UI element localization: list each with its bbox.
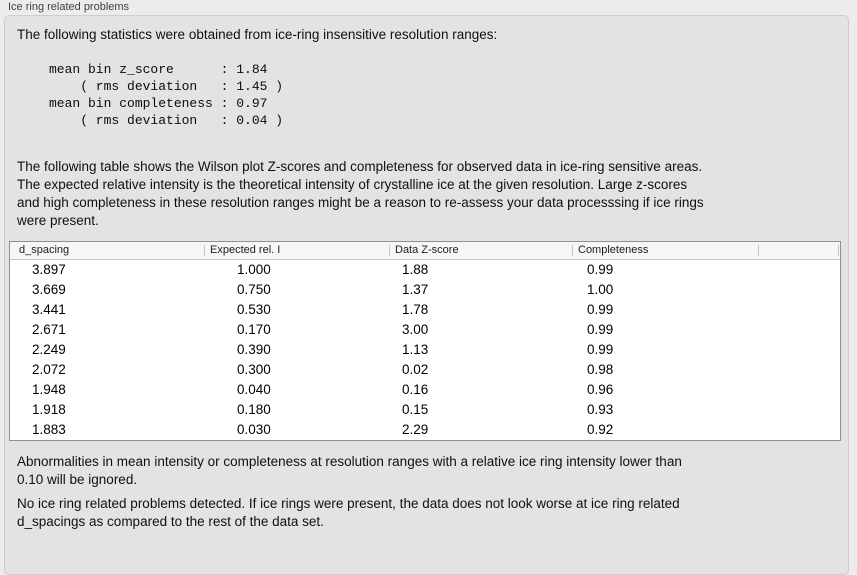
table-cell: 3.00 (402, 322, 429, 337)
table-row[interactable]: 1.883 0.030 2.29 0.92 (10, 420, 840, 440)
table-cell: 3.441 (32, 302, 66, 317)
table-cell: 0.99 (587, 322, 614, 337)
table-cell: 3.897 (32, 262, 66, 277)
table-cell: 3.669 (32, 282, 66, 297)
table-caption-text: The following table shows the Wilson plo… (17, 159, 704, 228)
table-cell: 2.249 (32, 342, 66, 357)
table-cell: 0.030 (237, 422, 271, 437)
column-header[interactable] (838, 242, 844, 259)
table-body: 3.897 1.000 1.88 0.99 3.669 0.750 1.37 1.00 3.44… (10, 260, 840, 440)
table-cell: 0.99 (587, 302, 614, 317)
table-cell: 0.750 (237, 282, 271, 297)
table-row[interactable]: 3.441 0.530 1.78 0.99 (10, 300, 840, 320)
table-row[interactable]: 1.948 0.040 0.16 0.96 (10, 380, 840, 400)
table-cell: 0.92 (587, 422, 614, 437)
table-cell: 0.99 (587, 262, 614, 277)
table-cell: 0.96 (587, 382, 614, 397)
stats-summary-block: mean bin z_score : 1.84 ( rms deviation … (49, 62, 284, 128)
table-cell: 0.170 (237, 322, 271, 337)
table-cell: 1.000 (237, 262, 271, 277)
panel-title: Ice ring related problems (8, 1, 130, 13)
table-row[interactable]: 3.669 0.750 1.37 1.00 (10, 280, 840, 300)
ice-ring-table: d_spacing Expected rel. I Data Z-score Comp… (9, 241, 841, 441)
table-cell: 0.300 (237, 362, 271, 377)
table-cell: 0.390 (237, 342, 271, 357)
ignore-note-text: Abnormalities in mean intensity or compl… (17, 454, 682, 487)
table-cell: 0.99 (587, 342, 614, 357)
table-cell: 1.883 (32, 422, 66, 437)
table-row[interactable]: 2.249 0.390 1.13 0.99 (10, 340, 840, 360)
table-cell: 2.671 (32, 322, 66, 337)
column-header[interactable]: Expected rel. I (204, 242, 389, 259)
ice-ring-panel: The following statistics were obtained f… (4, 15, 849, 575)
table-row[interactable]: 3.897 1.000 1.88 0.99 (10, 260, 840, 280)
intro-text: The following statistics were obtained f… (17, 27, 498, 42)
table-cell: 2.072 (32, 362, 66, 377)
table-row[interactable]: 2.671 0.170 3.00 0.99 (10, 320, 840, 340)
column-header[interactable] (758, 242, 838, 259)
table-cell: 1.13 (402, 342, 429, 357)
table-cell: 1.37 (402, 282, 429, 297)
table-cell: 0.15 (402, 402, 429, 417)
table-cell: 0.93 (587, 402, 614, 417)
table-cell: 1.918 (32, 402, 66, 417)
table-header-row: d_spacing Expected rel. I Data Z-score Comp… (10, 242, 840, 260)
table-cell: 1.88 (402, 262, 429, 277)
column-header[interactable]: d_spacing (19, 244, 70, 256)
table-row[interactable]: 1.918 0.180 0.15 0.93 (10, 400, 840, 420)
conclusion-text: No ice ring related problems detected. I… (17, 496, 680, 529)
table-cell: 1.00 (587, 282, 614, 297)
column-header[interactable]: Data Z-score (389, 242, 572, 259)
table-cell: 0.98 (587, 362, 614, 377)
table-cell: 0.02 (402, 362, 429, 377)
table-cell: 0.16 (402, 382, 429, 397)
table-cell: 1.948 (32, 382, 66, 397)
table-cell: 0.040 (237, 382, 271, 397)
table-cell: 2.29 (402, 422, 429, 437)
column-header[interactable]: Completeness (572, 242, 758, 259)
table-row[interactable]: 2.072 0.300 0.02 0.98 (10, 360, 840, 380)
table-cell: 0.180 (237, 402, 271, 417)
table-cell: 0.530 (237, 302, 271, 317)
table-cell: 1.78 (402, 302, 429, 317)
